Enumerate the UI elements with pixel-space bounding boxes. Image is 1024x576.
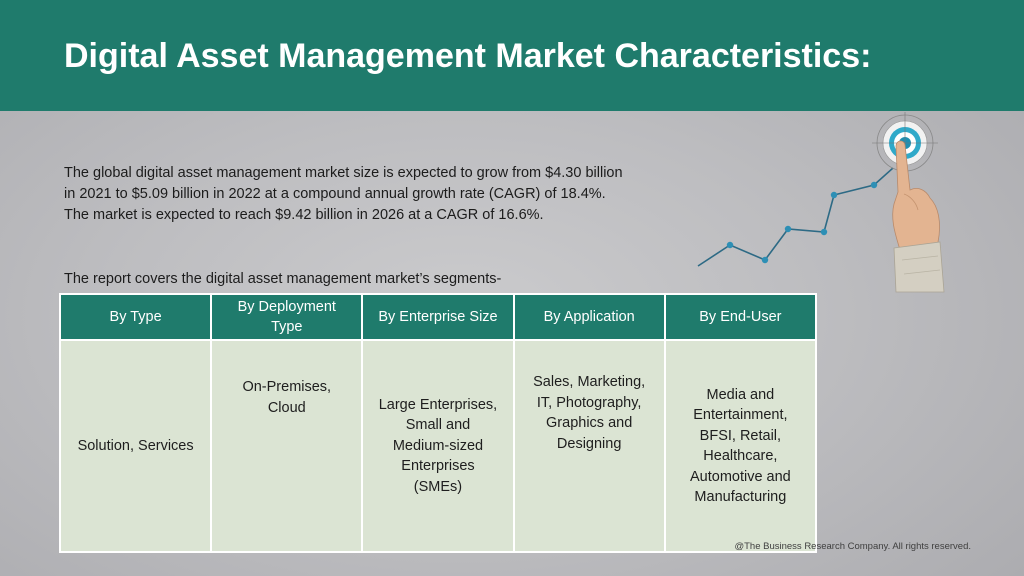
cell-application-values: Sales, Marketing, IT, Photography, Graph… bbox=[512, 339, 666, 553]
pointing-hand-icon bbox=[892, 140, 945, 293]
page-title: Digital Asset Management Market Characte… bbox=[64, 37, 872, 75]
header-cell-by-deployment-type: By Deployment Type bbox=[210, 293, 364, 341]
intro-line: The market is expected to reach $9.42 bi… bbox=[64, 207, 544, 223]
cell-enterprise-size-values: Large Enterprises, Small and Medium-size… bbox=[361, 339, 515, 553]
growth-line-icon bbox=[697, 167, 894, 267]
intro-paragraph: The global digital asset management mark… bbox=[64, 163, 704, 226]
header-cell-by-application: By Application bbox=[512, 293, 666, 341]
intro-line: The global digital asset management mark… bbox=[64, 165, 623, 181]
copyright-footer: @The Business Research Company. All righ… bbox=[734, 541, 971, 552]
segments-table: By Type By Deployment Type By Enterprise … bbox=[58, 293, 818, 553]
intro-line: in 2021 to $5.09 billion in 2022 at a co… bbox=[64, 186, 606, 202]
header-cell-by-type: By Type bbox=[58, 293, 213, 341]
segments-intro-text: The report covers the digital asset mana… bbox=[64, 271, 502, 287]
header-cell-by-enterprise-size: By Enterprise Size bbox=[361, 293, 515, 341]
cell-end-user-values: Media and Entertainment, BFSI, Retail, H… bbox=[663, 339, 818, 553]
header-bar: Digital Asset Management Market Characte… bbox=[0, 0, 1024, 111]
growth-graphic bbox=[697, 112, 945, 293]
cell-deployment-values: On-Premises, Cloud bbox=[210, 339, 364, 553]
header-cell-by-end-user: By End-User bbox=[663, 293, 818, 341]
table-row: Solution, Services On-Premises, Cloud La… bbox=[58, 339, 818, 553]
table-header-row: By Type By Deployment Type By Enterprise … bbox=[58, 293, 818, 341]
cell-type-values: Solution, Services bbox=[58, 339, 213, 553]
